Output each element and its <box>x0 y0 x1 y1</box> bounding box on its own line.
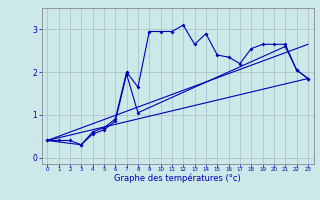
X-axis label: Graphe des températures (°c): Graphe des températures (°c) <box>114 174 241 183</box>
